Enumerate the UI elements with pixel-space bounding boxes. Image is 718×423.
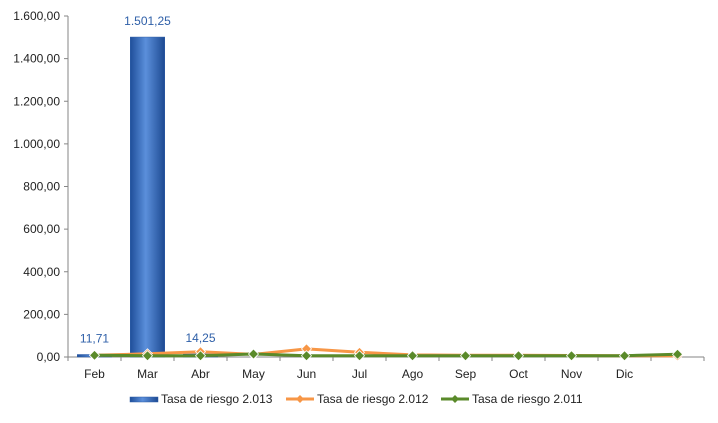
x-tick-label: Jul xyxy=(352,367,367,381)
y-tick-label: 600,00 xyxy=(23,222,60,236)
series-marker xyxy=(512,350,525,362)
bar-data-label: 1.501,25 xyxy=(124,14,171,28)
y-tick-label: 1.600,00 xyxy=(13,9,60,23)
x-tick-label: Abr xyxy=(191,367,210,381)
x-tick-label: Ago xyxy=(402,367,424,381)
series-marker xyxy=(353,350,366,362)
x-tick-label: Sep xyxy=(455,367,477,381)
series-marker xyxy=(88,349,101,361)
series-marker xyxy=(141,350,154,362)
series-marker xyxy=(194,350,207,362)
series-marker xyxy=(406,350,419,362)
series-marker xyxy=(247,348,260,360)
series-marker xyxy=(618,350,631,362)
x-tick-label: Nov xyxy=(561,367,582,381)
legend-swatch-marker xyxy=(296,395,304,403)
series-line xyxy=(94,352,678,358)
legend-label: Tasa de riesgo 2.012 xyxy=(317,392,429,406)
legend-label: Tasa de riesgo 2.011 xyxy=(472,392,583,406)
y-tick-label: 1.400,00 xyxy=(13,52,60,66)
bar-data-label: 14,25 xyxy=(185,331,215,345)
y-tick-label: 1.000,00 xyxy=(13,137,60,151)
legend-label: Tasa de riesgo 2.013 xyxy=(161,392,273,406)
x-tick-label: Jun xyxy=(297,367,316,381)
series-marker xyxy=(565,350,578,362)
x-tick-label: May xyxy=(242,367,265,381)
x-tick-label: Feb xyxy=(84,367,105,381)
series-marker xyxy=(671,348,684,360)
bar-data-label: 11,71 xyxy=(80,332,109,346)
y-tick-label: 800,00 xyxy=(23,180,60,194)
legend-swatch-bar xyxy=(129,396,159,403)
y-tick-label: 0,00 xyxy=(37,350,61,364)
series-marker xyxy=(459,350,472,362)
legend-swatch-marker xyxy=(451,395,459,403)
bar xyxy=(130,36,165,358)
y-tick-label: 1.200,00 xyxy=(13,94,60,108)
y-tick-label: 200,00 xyxy=(23,307,60,321)
y-tick-label: 400,00 xyxy=(23,265,60,279)
series-marker xyxy=(300,350,313,362)
x-tick-label: Oct xyxy=(509,367,528,381)
x-tick-label: Mar xyxy=(137,367,158,381)
x-tick-label: Dic xyxy=(616,367,633,381)
